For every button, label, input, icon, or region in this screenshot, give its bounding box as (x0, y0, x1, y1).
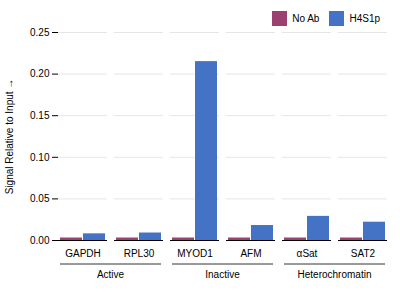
html-text:H4S1p: H4S1p (349, 13, 380, 24)
svg-text:Heterochromatin: Heterochromatin (298, 269, 372, 280)
svg-text:0.00: 0.00 (30, 235, 50, 246)
svg-text:αSat: αSat (297, 248, 318, 259)
html-text:No Ab: No Ab (292, 13, 320, 24)
svg-text:Active: Active (97, 269, 125, 280)
svg-text:0.15: 0.15 (30, 110, 50, 121)
svg-text:Inactive: Inactive (205, 269, 240, 280)
svg-text:AFM: AFM (240, 248, 261, 259)
svg-text:RPL30: RPL30 (124, 248, 155, 259)
svg-text:0.05: 0.05 (30, 193, 50, 204)
svg-text:0.10: 0.10 (30, 152, 50, 163)
svg-text:Signal Relative to Input →: Signal Relative to Input → (4, 79, 15, 195)
svg-text:GAPDH: GAPDH (65, 248, 101, 259)
svg-text:MYOD1: MYOD1 (177, 248, 213, 259)
svg-text:SAT2: SAT2 (351, 248, 376, 259)
svg-text:0.20: 0.20 (30, 68, 50, 79)
svg-text:0.25: 0.25 (30, 27, 50, 38)
